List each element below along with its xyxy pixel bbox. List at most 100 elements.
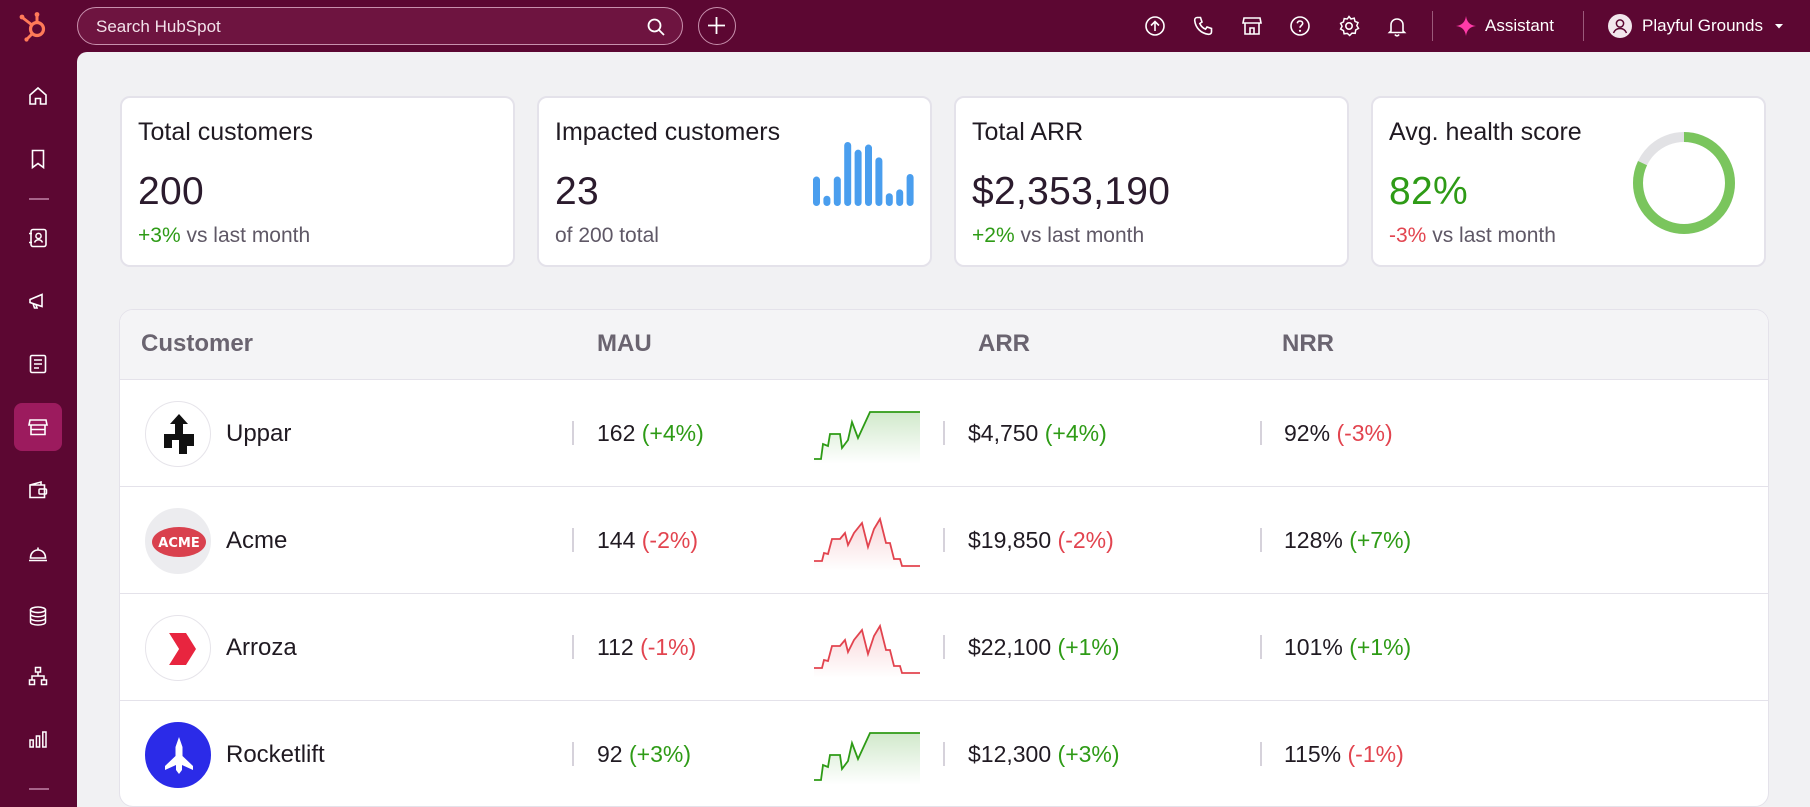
card-value: $2,353,190	[972, 170, 1171, 213]
megaphone-icon	[29, 293, 43, 309]
assistant-button[interactable]: Assistant	[1455, 12, 1554, 40]
mini-bar	[844, 142, 852, 206]
table-row[interactable]: Uppar 162 (+4%) $4,750 (+4%) 92% (-3%)	[120, 380, 1768, 487]
mau-trend-sparkline	[814, 516, 920, 571]
customer-name[interactable]: Arroza	[226, 634, 297, 661]
account-menu[interactable]: Playful Grounds	[1608, 12, 1785, 40]
mau-trend-sparkline	[814, 411, 920, 464]
sidebar-item-reporting[interactable]	[14, 715, 62, 763]
nrr-change: (+7%)	[1349, 527, 1412, 553]
column-header-arr[interactable]: ARR	[978, 330, 1030, 357]
mau-change: (+3%)	[628, 741, 691, 767]
change-suffix: vs last month	[1020, 224, 1145, 247]
column-header-customer[interactable]: Customer	[141, 330, 254, 357]
card-subtitle: of 200 total	[555, 224, 659, 247]
settings-gear-icon[interactable]	[1337, 14, 1361, 38]
upgrade-icon[interactable]	[1143, 14, 1167, 38]
mini-bar	[875, 157, 883, 206]
help-icon[interactable]	[1288, 14, 1312, 38]
notifications-bell-icon[interactable]	[1385, 14, 1409, 38]
arr-change: (+4%)	[1044, 420, 1107, 446]
nrr-value: 115%	[1284, 741, 1342, 767]
arr-cell: $22,100 (+1%)	[968, 634, 1120, 661]
sidebar-item-payments[interactable]	[14, 466, 62, 514]
database-icon	[29, 606, 47, 626]
contacts-icon	[29, 228, 47, 248]
search-placeholder: Search HubSpot	[96, 17, 221, 36]
cell-divider	[1260, 742, 1262, 766]
user-icon	[1612, 19, 1628, 34]
card-title: Total customers	[138, 118, 314, 146]
arr-value: $19,850	[968, 527, 1052, 553]
rocketlift-logo	[145, 722, 211, 788]
mau-change: (-1%)	[640, 634, 697, 660]
home-icon	[29, 86, 47, 105]
phone-icon[interactable]	[1191, 14, 1215, 38]
sparkline-line	[814, 732, 920, 781]
impacted-customers-card: Impacted customers 23 of 200 total	[537, 96, 932, 267]
table-row[interactable]: ACME Acme 144 (-2%) $19,850 (-2%) 128% (…	[120, 487, 1768, 594]
sidebar-item-automation[interactable]	[14, 652, 62, 700]
sidebar-item-commerce[interactable]	[14, 403, 62, 451]
nrr-value: 128%	[1284, 527, 1343, 553]
arr-value: $4,750	[968, 420, 1039, 446]
top-navigation-bar: Search HubSpot Assistant Playful Grounds	[0, 0, 1810, 52]
topbar-divider	[1583, 11, 1584, 41]
health-gauge	[1633, 132, 1735, 234]
card-value: 82%	[1389, 170, 1468, 213]
customer-name[interactable]: Uppar	[226, 420, 292, 447]
change-suffix: vs last month	[186, 224, 311, 247]
sidebar-item-bookmarks[interactable]	[14, 135, 62, 183]
create-new-button[interactable]	[698, 7, 736, 45]
nrr-change: (+1%)	[1349, 634, 1412, 660]
cell-divider	[572, 421, 574, 445]
search-input[interactable]: Search HubSpot	[77, 7, 683, 45]
column-header-mau[interactable]: MAU	[597, 330, 652, 357]
search-icon[interactable]	[646, 17, 666, 37]
arr-cell: $4,750 (+4%)	[968, 420, 1107, 447]
sidebar-item-data[interactable]	[14, 592, 62, 640]
cell-divider	[943, 635, 945, 659]
arr-change: (-2%)	[1057, 527, 1114, 553]
mau-cell: 112 (-1%)	[597, 634, 696, 661]
mau-value: 162	[597, 420, 636, 446]
mini-bar	[865, 144, 872, 206]
card-title: Impacted customers	[555, 118, 781, 146]
table-row[interactable]: Rocketlift 92 (+3%) $12,300 (+3%) 115% (…	[120, 701, 1768, 806]
arr-change: (+1%)	[1057, 634, 1120, 660]
mini-bar	[813, 176, 820, 206]
store-icon	[28, 419, 48, 436]
nrr-value: 101%	[1284, 634, 1343, 660]
cell-divider	[572, 528, 574, 552]
account-name: Playful Grounds	[1642, 16, 1763, 35]
sidebar-item-content[interactable]	[14, 340, 62, 388]
marketplace-icon[interactable]	[1240, 14, 1264, 38]
change-suffix: vs last month	[1432, 224, 1556, 247]
total-customers-card: Total customers 200 +3% vs last month	[120, 96, 515, 267]
column-header-nrr[interactable]: NRR	[1282, 330, 1334, 357]
sidebar-item-service[interactable]	[14, 529, 62, 577]
gauge-fill	[1633, 132, 1735, 234]
table-row[interactable]: Arroza 112 (-1%) $22,100 (+1%) 101% (+1%…	[120, 594, 1768, 701]
mau-value: 144	[597, 527, 636, 553]
plus-icon	[708, 17, 725, 34]
mau-cell: 144 (-2%)	[597, 527, 698, 554]
hubspot-logo-icon[interactable]	[17, 10, 49, 42]
nrr-cell: 115% (-1%)	[1284, 741, 1404, 768]
mini-bar	[906, 174, 914, 206]
mau-value: 92	[597, 741, 623, 767]
arroza-logo	[145, 615, 211, 681]
sparkline-line	[814, 411, 920, 460]
card-change: -3% vs last month	[1389, 224, 1556, 248]
mau-cell: 162 (+4%)	[597, 420, 704, 447]
cell-divider	[943, 421, 945, 445]
sparkle-icon	[1456, 16, 1476, 36]
sidebar-item-contacts[interactable]	[14, 214, 62, 262]
customer-name[interactable]: Acme	[226, 527, 288, 554]
bar-chart-icon	[29, 731, 47, 748]
sidebar-item-home[interactable]	[14, 72, 62, 120]
sparkline-line	[814, 623, 920, 674]
customer-name[interactable]: Rocketlift	[226, 741, 325, 768]
sidebar-item-marketing[interactable]	[14, 277, 62, 325]
sparkline-area	[814, 412, 920, 464]
